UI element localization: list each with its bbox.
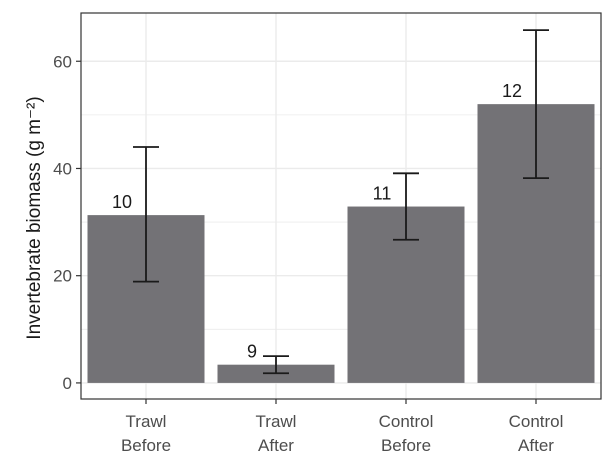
x-tick-label: Trawl After [256, 412, 297, 455]
y-tick-label: 60 [53, 52, 72, 71]
y-tick-label: 40 [53, 159, 72, 178]
x-axis-ticks: Trawl Before Trawl After Control Before Contro… [121, 399, 563, 455]
bar-data-label: 10 [112, 192, 132, 212]
error-bars [133, 29, 549, 375]
panel-border [80, 12, 602, 400]
error-bar [393, 172, 419, 241]
y-tick-label: 20 [53, 267, 72, 286]
bar-data-label: 9 [247, 342, 257, 362]
x-tick-label: Trawl Before [121, 412, 171, 455]
y-axis-ticks: 0 20 40 60 [53, 52, 81, 393]
bars [87, 104, 595, 383]
error-bar [263, 355, 289, 375]
x-tick-label: Control Before [379, 412, 434, 455]
bar-data-label: 12 [502, 81, 522, 101]
bar-data-label: 11 [373, 184, 392, 204]
bar-labels: 10 9 11 12 [112, 81, 522, 362]
error-bar [133, 146, 159, 283]
error-bar [523, 29, 549, 180]
y-tick-label: 0 [63, 374, 72, 393]
x-tick-label: Control After [509, 412, 564, 455]
y-axis-title: Invertebrate biomass (g m⁻²) [24, 96, 45, 339]
